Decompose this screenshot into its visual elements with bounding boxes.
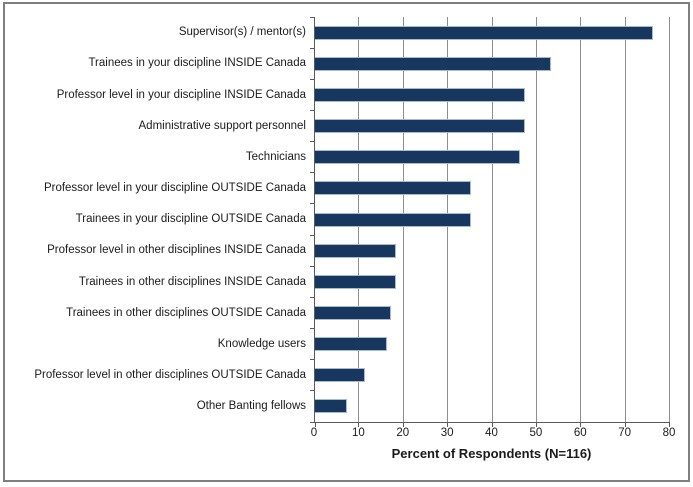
y-tick [310,296,314,298]
category-label: Administrative support personnel [138,119,306,132]
x-tick [535,423,537,427]
x-tick-label-30: 30 [440,427,454,439]
y-tick [310,78,314,80]
bar-row [315,142,670,173]
bar-row [315,48,670,79]
x-tick [669,423,670,427]
bar-row [315,204,670,235]
x-tick [402,423,404,427]
gridline-40 [491,17,493,422]
category-axis-labels: Supervisor(s) / mentor(s) Trainees in you… [8,17,306,422]
x-tick-label-60: 60 [573,427,587,439]
bar-3 [315,87,525,102]
bar-7 [315,212,472,227]
category-label: Professor level in your discipline INSID… [56,88,306,101]
y-tick [310,421,314,423]
category-label: Other Banting fellows [196,400,306,413]
bar-6 [315,181,472,196]
bar-row [315,173,670,204]
bar-8 [315,243,396,258]
bar-4 [315,119,525,134]
x-tick [491,423,493,427]
x-tick [358,423,360,427]
bar-9 [315,274,396,289]
x-axis-title: Percent of Respondents (N=116) [391,446,592,461]
gridline-80 [669,17,670,422]
x-tick-label-50: 50 [529,427,543,439]
category-label: Professor level in other disciplines INS… [47,244,306,257]
x-tick [447,423,449,427]
bar-row [315,329,670,360]
x-tick-label-80: 80 [662,427,676,439]
y-tick [310,234,314,236]
x-tick [624,423,626,427]
x-tick-label-0: 0 [310,427,318,439]
y-tick [310,359,314,361]
bar-13 [315,399,348,414]
y-tick [310,172,314,174]
y-tick [310,47,314,49]
x-axis-tick-labels: 0 10 20 30 40 50 60 70 80 [310,427,676,441]
category-label: Professor level in other disciplines OUT… [34,368,306,381]
y-tick [310,203,314,205]
bar-row [315,266,670,297]
bar-row [315,79,670,110]
gridline-60 [580,17,582,422]
category-label: Professor level in your discipline OUTSI… [43,182,306,195]
bar-row [315,297,670,328]
bar-12 [315,368,365,383]
bar-11 [315,337,387,352]
gridline-50 [535,17,537,422]
y-tick [310,141,314,143]
y-tick [310,109,314,111]
category-label: Supervisor(s) / mentor(s) [178,26,306,39]
bar-10 [315,305,392,320]
bar-row [315,17,670,48]
y-tick [310,265,314,267]
bar-row [315,110,670,141]
bar-row [315,360,670,391]
category-label: Trainees in your discipline OUTSIDE Cana… [75,213,306,226]
category-label: Technicians [245,150,306,163]
bar-row [315,235,670,266]
x-tick-label-70: 70 [618,427,632,439]
y-tick [310,390,314,392]
bar-1 [315,25,654,40]
plot-area [310,16,670,427]
bar-5 [315,150,521,165]
x-tick [315,423,316,427]
y-tick [310,328,314,330]
category-label: Trainees in other disciplines INSIDE Can… [78,275,306,288]
x-tick-label-10: 10 [351,427,365,439]
y-tick [310,16,314,18]
bar-series [315,17,670,422]
x-tick-label-20: 20 [396,427,410,439]
x-tick-label-40: 40 [485,427,498,439]
category-label: Trainees in your discipline INSIDE Canad… [88,57,306,70]
category-label: Knowledge users [217,337,306,350]
category-label: Trainees in other disciplines OUTSIDE Ca… [66,306,306,319]
bar-2 [315,56,552,71]
bar-row [315,391,670,422]
x-tick [580,423,582,427]
gridline-70 [624,17,626,422]
